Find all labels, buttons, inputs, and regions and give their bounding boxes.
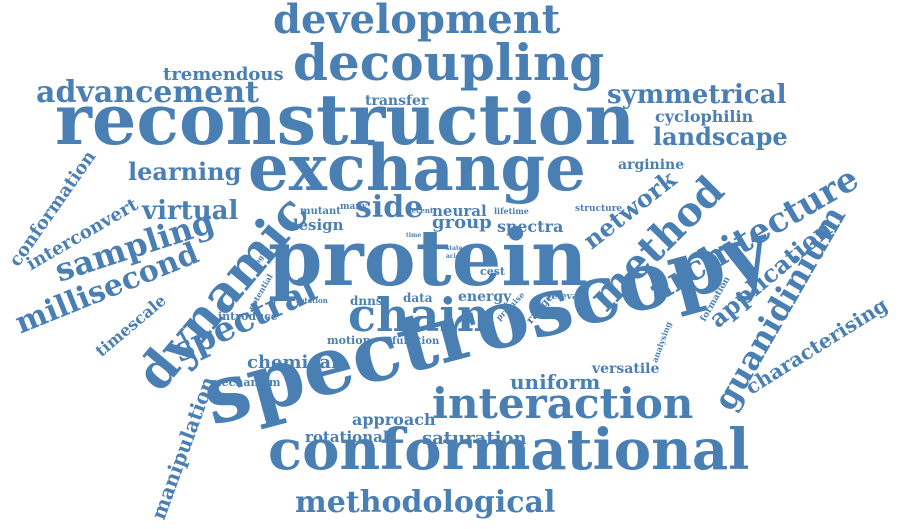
word-uniform: uniform [510,370,601,394]
word-landscape: landscape [653,122,788,151]
word-many: many [340,202,368,212]
word-design: design [288,216,344,234]
word-function: function [392,336,440,347]
word-learning: learning [128,157,242,186]
word-transfer: transfer [365,93,429,109]
word-relevant: relevant [547,292,589,302]
word-manipulation: manipulation [146,373,220,523]
word-data: data [403,291,433,305]
word-acid: acid [446,253,461,260]
word-virtual: virtual [142,196,239,226]
word-tremendous: tremendous [163,64,284,85]
word-versatile: versatile [592,361,660,377]
word-protein: protein [268,213,588,304]
word-mutant: mutant [300,206,341,217]
word-rotational: rotational [305,428,389,446]
word-advancement: advancement [36,75,259,110]
word-reconstruction: reconstruction [55,78,636,161]
word-conformational: conformational [268,417,750,483]
word-lifetime: lifetime [494,206,529,216]
word-cyclophilin: cyclophilin [655,107,754,126]
word-motion: motion [327,334,371,347]
word-analysing: analysing [649,320,674,364]
word-mechanism: mechanism [210,376,281,389]
word-state: state [446,245,463,252]
word-methodological: methodological [295,485,556,520]
word-interaction: interaction [432,379,694,428]
word-arginine: arginine [618,157,685,173]
word-dnns: dnns [350,294,383,308]
word-recent: recent [408,206,434,215]
word-structure: structure [575,204,623,214]
word-chemical: chemical [247,352,338,373]
word-cest: cest [480,265,505,278]
word-group: group [432,212,492,233]
word-rotation: rotation [296,296,328,305]
word-spectra: spectra [497,217,564,236]
word-time: time [406,232,422,239]
word-decoupling: decoupling [293,33,605,92]
word-introduce: introduce [218,310,278,323]
word-saturation: saturation [422,428,527,449]
word-exchange: exchange [248,131,586,206]
word-chain: chain [348,288,491,342]
word-energy: energy [458,289,512,305]
word-symmetrical: symmetrical [607,80,787,110]
word-side: side [355,190,424,225]
word-approach: approach [352,410,436,429]
word-development: development [273,0,561,43]
word-neural: neural [432,202,487,220]
